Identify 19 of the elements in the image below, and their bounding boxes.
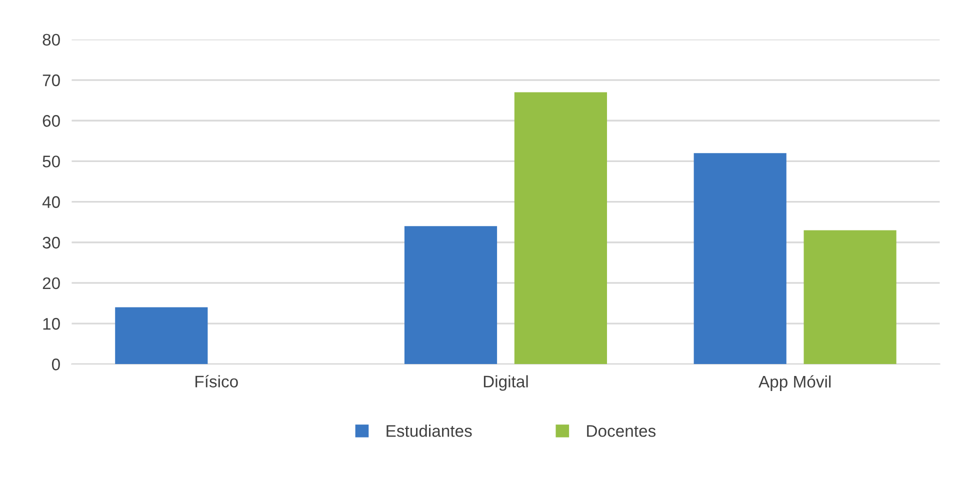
legend-label: Estudiantes [386,424,472,437]
bar [514,92,607,364]
y-tick-label: 30 [42,236,60,249]
bar [404,226,498,364]
y-tick-label: 40 [42,196,60,208]
y-tick-label: 50 [42,156,60,168]
y-tick-label: 0 [52,358,60,370]
legend-label: Docentes [587,425,656,437]
y-tick-label: 10 [43,318,60,330]
bar [694,153,786,364]
y-tick-label: 60 [42,115,60,127]
x-tick-label: Digital [484,375,528,391]
bar [115,307,208,364]
y-tick-label: 80 [42,34,60,46]
y-tick-label: 70 [42,74,60,86]
bar [804,230,896,364]
x-tick-label: Físico [196,375,238,388]
x-tick-label: App Móvil [758,375,831,391]
y-tick-label: 20 [42,277,60,290]
